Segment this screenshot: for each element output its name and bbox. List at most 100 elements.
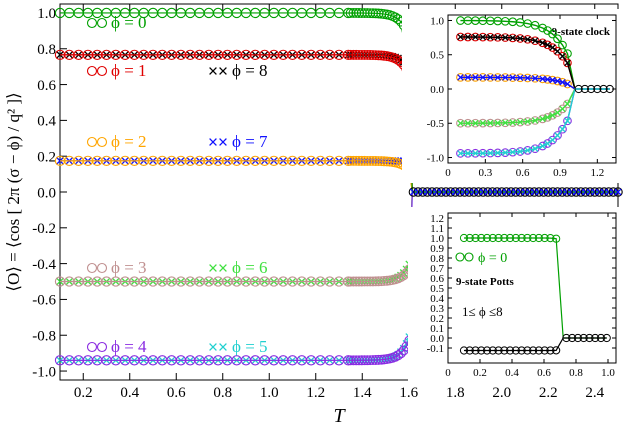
clock-point-phi7 bbox=[564, 80, 571, 88]
legend-entry-phi4: ϕ = 4 bbox=[86, 337, 147, 356]
clock-point-phi6 bbox=[554, 109, 561, 116]
potts-point-phi0 bbox=[534, 233, 543, 243]
clock-point-phi7 bbox=[524, 74, 531, 82]
clock-inset-title: 9-state clock bbox=[552, 26, 611, 38]
potts-line-potts_other bbox=[464, 337, 607, 352]
main-xtick-label: 0.6 bbox=[167, 385, 186, 401]
clock-point-phi6 bbox=[457, 119, 464, 127]
clock-point-phi1 bbox=[553, 46, 562, 56]
clock-point-phi8 bbox=[554, 47, 561, 55]
clock-point-phi8 bbox=[472, 33, 479, 41]
potts-point-potts_other bbox=[488, 346, 497, 355]
potts-point-highT bbox=[585, 333, 594, 343]
potts-point-phi0 bbox=[482, 233, 492, 243]
potts-point-potts_other bbox=[523, 346, 532, 355]
potts-point-highT bbox=[568, 333, 577, 343]
clock-ytick-label: -0.5 bbox=[427, 118, 445, 130]
clock-point-phi8 bbox=[494, 34, 502, 41]
clock-point-phi5 bbox=[564, 117, 571, 125]
clock-point-phi7 bbox=[472, 74, 479, 81]
potts-point-potts_other bbox=[477, 346, 486, 355]
main-xtick-label: 1.8 bbox=[446, 385, 465, 401]
potts-point-phi0 bbox=[500, 233, 509, 243]
clock-point-phi5 bbox=[516, 148, 524, 155]
potts-ytick-label: -0.1 bbox=[427, 343, 444, 355]
potts-point-potts_other bbox=[529, 346, 538, 355]
clock-ytick-label: -1.0 bbox=[427, 152, 445, 164]
potts-ytick-label: 1.1 bbox=[430, 223, 444, 235]
main-ytick-label: -0.2 bbox=[32, 221, 56, 237]
main-ytick-label: -0.8 bbox=[32, 328, 56, 344]
potts-ytick-label: 0.1 bbox=[430, 323, 444, 335]
legend-entry-phi2: ϕ = 2 bbox=[86, 132, 147, 151]
potts-legend-label-other: 1≤ ϕ ≤8 bbox=[462, 304, 503, 319]
potts-legend-phi0: ϕ = 0 bbox=[455, 251, 507, 266]
legend-entry-phi5: ϕ = 5 bbox=[209, 337, 268, 356]
main-ytick-label: 0.8 bbox=[37, 42, 56, 58]
clock-point-phi8 bbox=[464, 33, 472, 41]
clock-point-phi5 bbox=[539, 142, 546, 150]
potts-point-potts_other bbox=[511, 346, 520, 355]
clock-point-phi5 bbox=[472, 150, 479, 157]
data-point-phi4 bbox=[395, 348, 406, 359]
clock-point-phi6 bbox=[559, 105, 566, 113]
potts-ytick-label: 0.0 bbox=[430, 333, 444, 345]
clock-point-phi8 bbox=[559, 52, 566, 60]
main-xtick-label: 1.2 bbox=[306, 385, 325, 401]
clock-point-phi7 bbox=[479, 74, 487, 81]
potts-ytick-label: 1.2 bbox=[430, 213, 444, 225]
potts-point-phi0 bbox=[488, 233, 497, 243]
clock-point-phi0 bbox=[558, 40, 567, 50]
main-xtick-label: 1.6 bbox=[399, 385, 418, 401]
clock-point-highT bbox=[599, 84, 608, 94]
potts-point-potts_other bbox=[482, 346, 492, 355]
potts-ytick-label: 1.0 bbox=[430, 233, 444, 245]
potts-point-phi0 bbox=[552, 234, 561, 243]
clock-point-phi6 bbox=[524, 118, 531, 125]
potts-legend-label-phi0: ϕ = 0 bbox=[478, 251, 507, 266]
clock-point-phi8 bbox=[516, 35, 524, 42]
legend-entry-phi6: ϕ = 6 bbox=[209, 258, 268, 277]
clock-point-phi8 bbox=[479, 33, 487, 41]
main-ytick-label: 0.6 bbox=[37, 78, 56, 94]
clock-point-phi4 bbox=[553, 131, 562, 140]
clock-ytick-label: 0.5 bbox=[430, 50, 444, 62]
clock-point-phi8 bbox=[564, 59, 571, 67]
clock-point-phi7 bbox=[531, 75, 539, 82]
clock-point-phi6 bbox=[564, 100, 571, 108]
potts-inset: 0 0.2 0.4 0.6 0.8 1.0-0.10.00.10.20.30.40.50.… bbox=[408, 207, 622, 385]
clock-point-phi7 bbox=[509, 74, 516, 81]
clock-point-phi5 bbox=[509, 148, 516, 156]
clock-xtick-label: 1.2 bbox=[590, 167, 604, 179]
data-point-phi4 bbox=[390, 351, 401, 362]
legend-label-phi6: ϕ = 6 bbox=[232, 258, 268, 277]
data-point-phi4 bbox=[393, 350, 404, 361]
clock-series-phi5 bbox=[457, 88, 610, 157]
legend-marker-phi1 bbox=[96, 65, 108, 77]
potts-ytick-label: 0.2 bbox=[430, 313, 444, 325]
legend-marker-phi4 bbox=[86, 341, 98, 353]
potts-point-potts_other bbox=[500, 346, 509, 355]
potts-point-potts_other bbox=[534, 346, 543, 355]
clock-point-phi5 bbox=[501, 149, 509, 156]
clock-point-phi5 bbox=[494, 149, 502, 157]
legend-entry-phi8: ϕ = 8 bbox=[209, 61, 268, 80]
clock-point-phi0 bbox=[530, 20, 540, 30]
clock-point-phi5 bbox=[544, 140, 551, 147]
clock-point-phi4 bbox=[563, 116, 572, 126]
clock-point-phi7 bbox=[559, 79, 566, 86]
data-point-phi0 bbox=[343, 7, 354, 19]
clock-point-phi6 bbox=[464, 119, 472, 127]
clock-point-phi4 bbox=[558, 124, 567, 134]
clock-point-phi7 bbox=[457, 74, 464, 81]
clock-point-highT bbox=[593, 84, 602, 94]
clock-point-phi6 bbox=[501, 119, 509, 127]
potts-ytick-label: 0.9 bbox=[430, 243, 444, 255]
potts-xtick-label: 1.0 bbox=[601, 367, 615, 379]
clock-point-phi7 bbox=[464, 74, 472, 81]
main-xtick-label: 2.0 bbox=[492, 385, 511, 401]
clock-point-phi5 bbox=[464, 150, 472, 157]
clock-point-highT bbox=[605, 84, 614, 94]
potts-point-highT bbox=[602, 333, 611, 343]
